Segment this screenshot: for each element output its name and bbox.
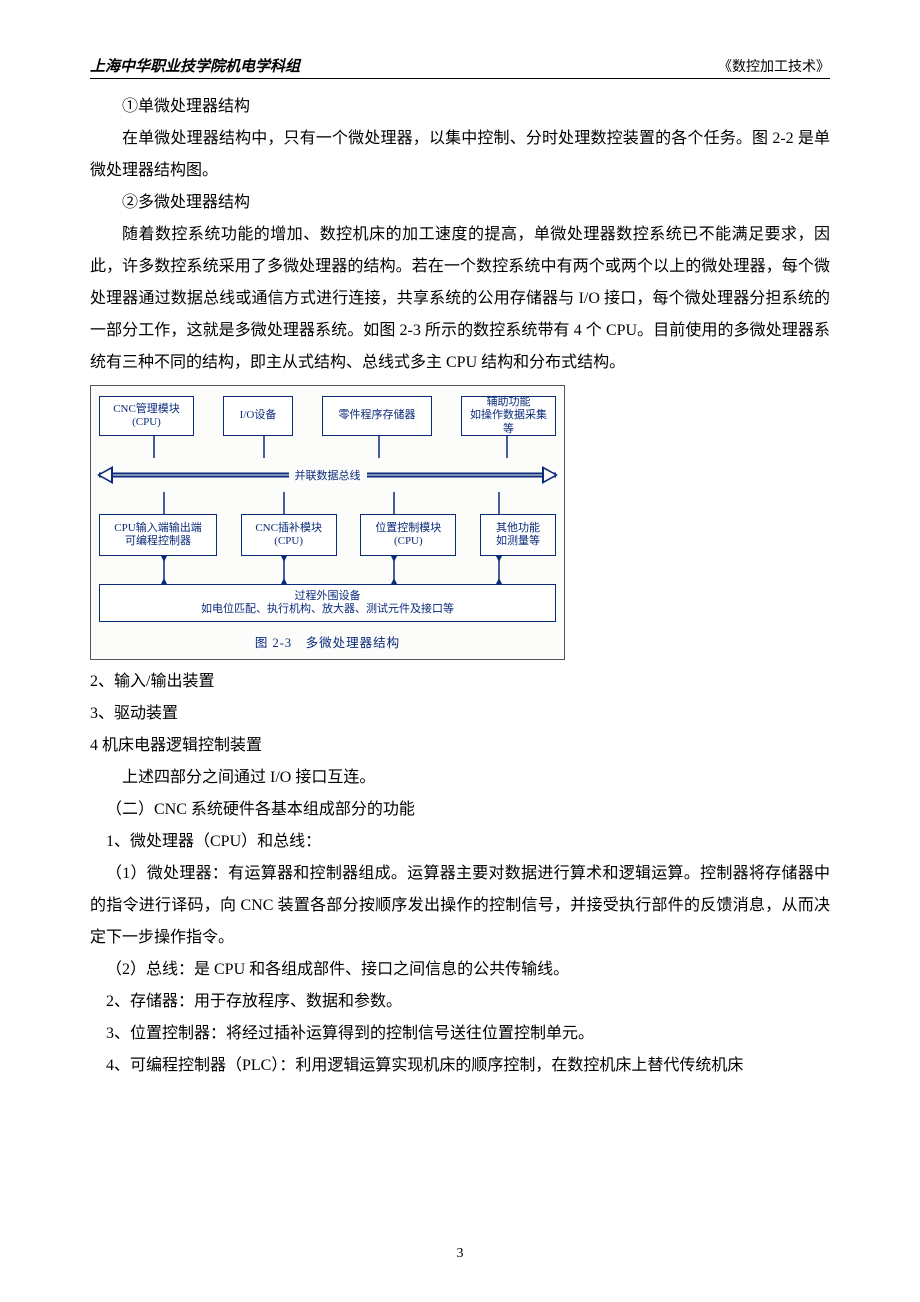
bus-arrow-right-icon <box>542 466 558 484</box>
box-cnc-mgmt: CNC管理模块(CPU) <box>99 396 194 436</box>
para-10: 1、微处理器（CPU）和总线： <box>90 826 830 858</box>
para-2: 在单微处理器结构中，只有一个微处理器，以集中控制、分时处理数控装置的各个任务。图… <box>90 123 830 187</box>
para-11: （1）微处理器：有运算器和控制器组成。运算器主要对数据进行算术和逻辑运算。控制器… <box>90 858 830 954</box>
diagram-caption: 图 2-3 多微处理器结构 <box>99 632 556 651</box>
para-6: 3、驱动装置 <box>90 698 830 730</box>
connector-mid <box>99 492 556 514</box>
diagram-row2: CPU输入端输出端可编程控制器 CNC插补模块(CPU) 位置控制模块(CPU)… <box>99 514 556 556</box>
diagram-row1: CNC管理模块(CPU) I/O设备 零件程序存储器 辅助功能如操作数据采集等 <box>99 396 556 436</box>
page-header: 上海中华职业技学院机电学科组 《数控加工技术》 <box>90 55 830 79</box>
page-number: 3 <box>0 1246 920 1262</box>
box-part-program-storage: 零件程序存储器 <box>322 396 432 436</box>
box-io-device: I/O设备 <box>223 396 293 436</box>
para-15: 4、可编程控制器（PLC）：利用逻辑运算实现机床的顺序控制，在数控机床上替代传统… <box>90 1050 830 1082</box>
bus-arrow-left-icon <box>97 466 113 484</box>
bus-row: 并联数据总线 <box>99 458 556 492</box>
bus-label: 并联数据总线 <box>289 467 367 483</box>
para-13: 2、存储器：用于存放程序、数据和参数。 <box>90 986 830 1018</box>
para-7: 4 机床电器逻辑控制装置 <box>90 730 830 762</box>
diagram-2-3: CNC管理模块(CPU) I/O设备 零件程序存储器 辅助功能如操作数据采集等 … <box>90 385 565 660</box>
header-left: 上海中华职业技学院机电学科组 <box>90 55 300 76</box>
para-4: 随着数控系统功能的增加、数控机床的加工速度的提高，单微处理器数控系统已不能满足要… <box>90 219 830 379</box>
para-12: （2）总线：是 CPU 和各组成部件、接口之间信息的公共传输线。 <box>90 954 830 986</box>
para-8: 上述四部分之间通过 I/O 接口互连。 <box>90 762 830 794</box>
box-position-control: 位置控制模块(CPU) <box>360 514 456 556</box>
box-aux-function: 辅助功能如操作数据采集等 <box>461 396 556 436</box>
connector-top <box>99 436 556 458</box>
box-peripheral: 过程外围设备 如电位匹配、执行机构、放大器、测试元件及接口等 <box>99 584 556 622</box>
header-right: 《数控加工技术》 <box>718 56 830 76</box>
box-interpolation: CNC插补模块(CPU) <box>241 514 337 556</box>
para-9: （二）CNC 系统硬件各基本组成部分的功能 <box>90 794 830 826</box>
para-14: 3、位置控制器：将经过插补运算得到的控制信号送往位置控制单元。 <box>90 1018 830 1050</box>
para-1: ①单微处理器结构 <box>90 91 830 123</box>
para-3: ②多微处理器结构 <box>90 187 830 219</box>
para-5: 2、输入/输出装置 <box>90 666 830 698</box>
connector-bottom <box>99 556 556 584</box>
box-other: 其他功能如测量等 <box>480 514 556 556</box>
box-plc: CPU输入端输出端可编程控制器 <box>99 514 217 556</box>
